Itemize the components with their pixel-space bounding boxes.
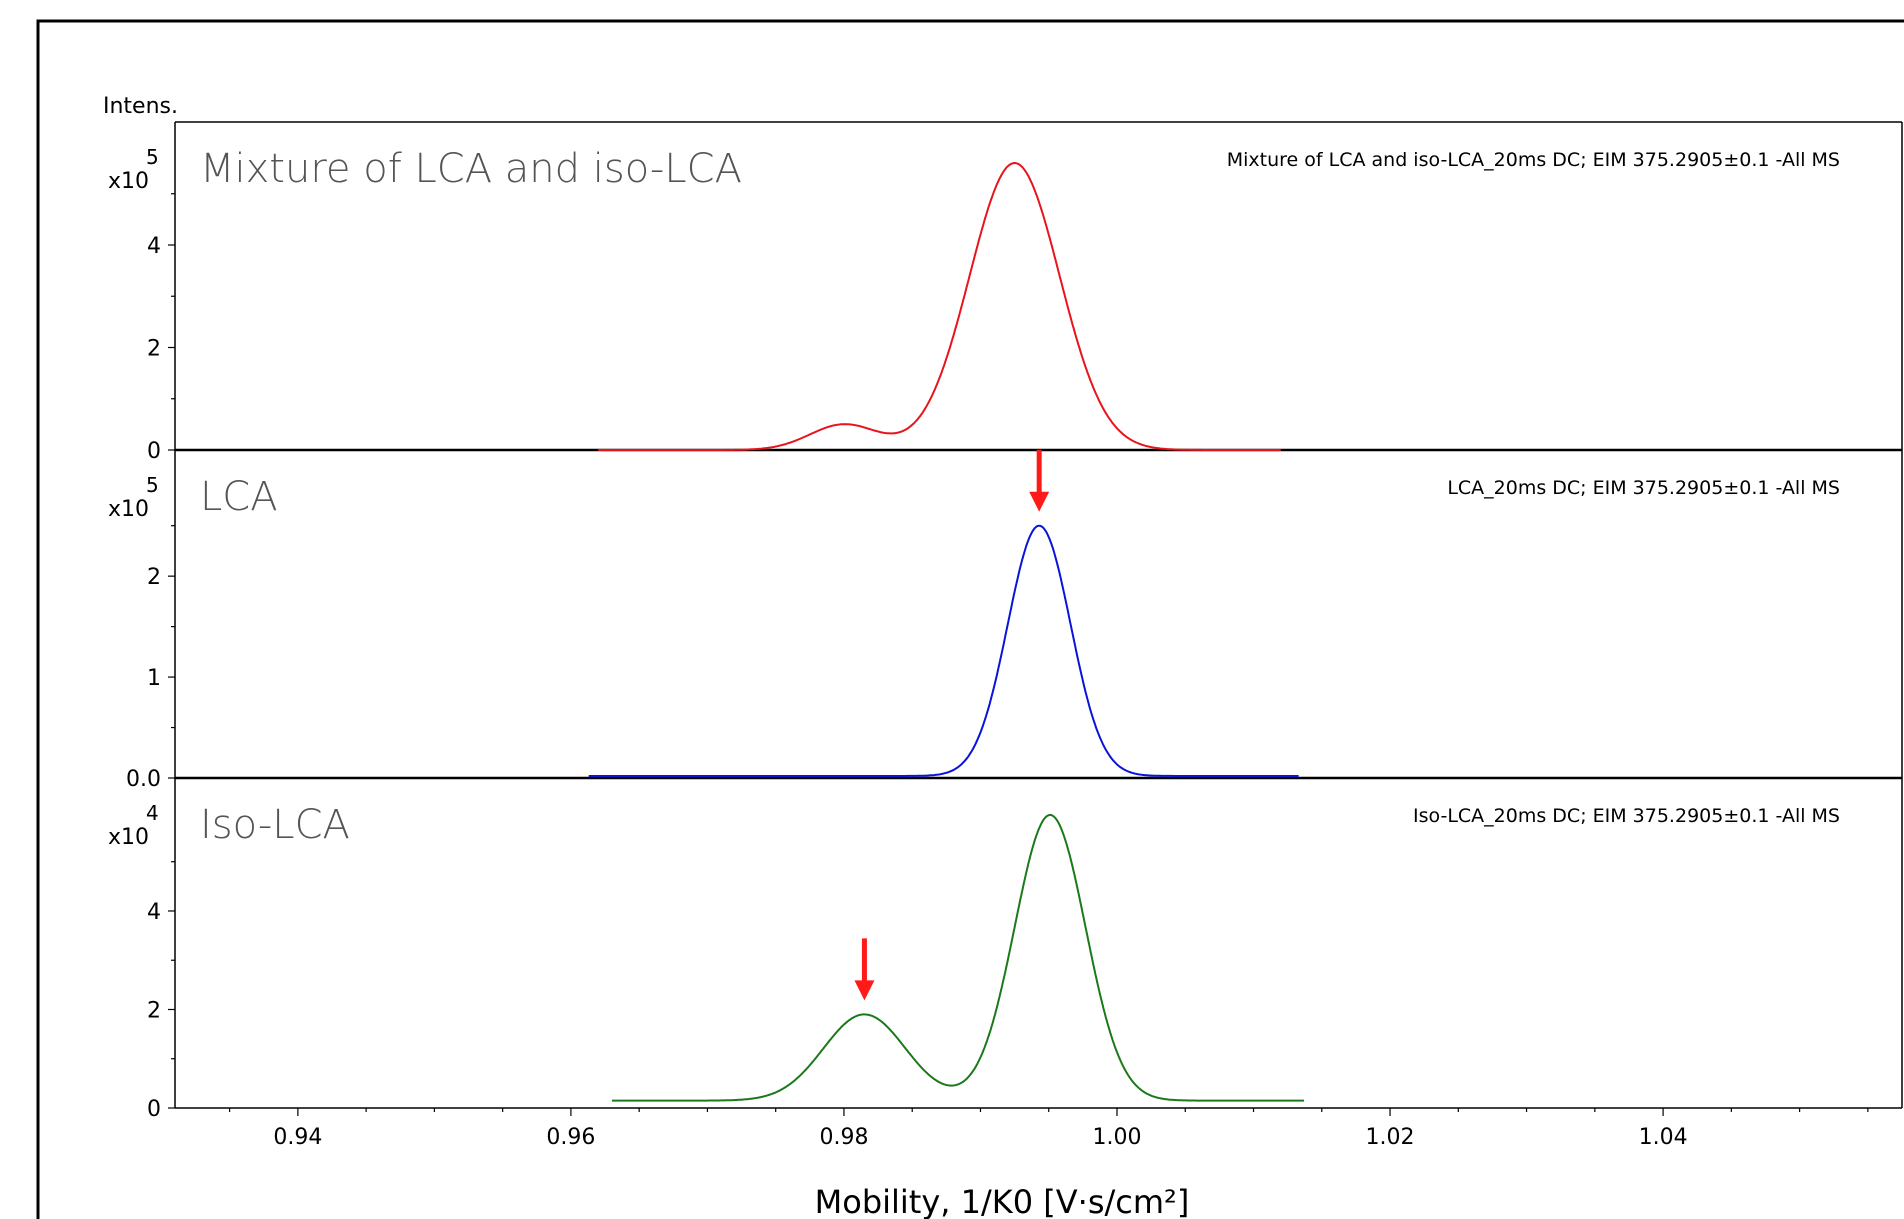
panel-title: Iso-LCA <box>200 802 350 848</box>
x-tick-label: 1.02 <box>1366 1125 1415 1150</box>
x-tick-label: 1.04 <box>1639 1125 1688 1150</box>
x-axis-title: Mobility, 1/K0 [V·s/cm²] <box>815 1183 1190 1219</box>
y-scale-exponent: 5 <box>146 145 159 169</box>
y-tick-label: 2 <box>147 565 161 590</box>
y-axis-title: Intens. <box>103 94 178 119</box>
series-trace <box>588 524 1299 777</box>
annotation-arrow <box>854 938 875 1001</box>
series-trace <box>611 813 1304 1102</box>
annotation-arrow <box>1029 449 1050 512</box>
y-tick-label: 1 <box>147 666 161 691</box>
y-scale-exponent: 4 <box>146 801 159 825</box>
y-tick-label: 0.0 <box>126 767 161 792</box>
outer-frame <box>36 19 1904 1219</box>
panel-description: LCA_20ms DC; EIM 375.2905±0.1 -All MS <box>1447 477 1840 499</box>
y-tick-label: 2 <box>147 337 161 362</box>
arrow-head <box>854 980 875 1001</box>
x-tick-label: 0.98 <box>819 1125 868 1150</box>
x-axis: 0.94 0.96 0.98 1.00 1.02 1.04 <box>229 1108 1869 1150</box>
panel-title: LCA <box>200 474 278 520</box>
y-scale-label: x10 <box>108 497 149 522</box>
series-trace <box>598 161 1281 451</box>
x-tick-label: 0.94 <box>273 1125 322 1150</box>
y-scale-label: x10 <box>108 825 149 850</box>
x-tick-label: 1.00 <box>1093 1125 1142 1150</box>
y-scale-label: x10 <box>108 169 149 194</box>
x-tick-label: 0.96 <box>546 1125 595 1150</box>
y-tick-label: 0 <box>147 1097 161 1122</box>
y-tick-label: 4 <box>147 900 161 925</box>
y-tick-label: 0 <box>147 439 161 464</box>
arrow-head <box>1029 491 1050 512</box>
panel-title: Mixture of LCA and iso-LCA <box>200 146 742 192</box>
panel-description: Iso-LCA_20ms DC; EIM 375.2905±0.1 -All M… <box>1413 805 1840 827</box>
y-tick-label: 4 <box>147 234 161 259</box>
panel-description: Mixture of LCA and iso-LCA_20ms DC; EIM … <box>1227 149 1840 171</box>
y-scale-exponent: 5 <box>146 473 159 497</box>
y-tick-label: 2 <box>147 998 161 1023</box>
